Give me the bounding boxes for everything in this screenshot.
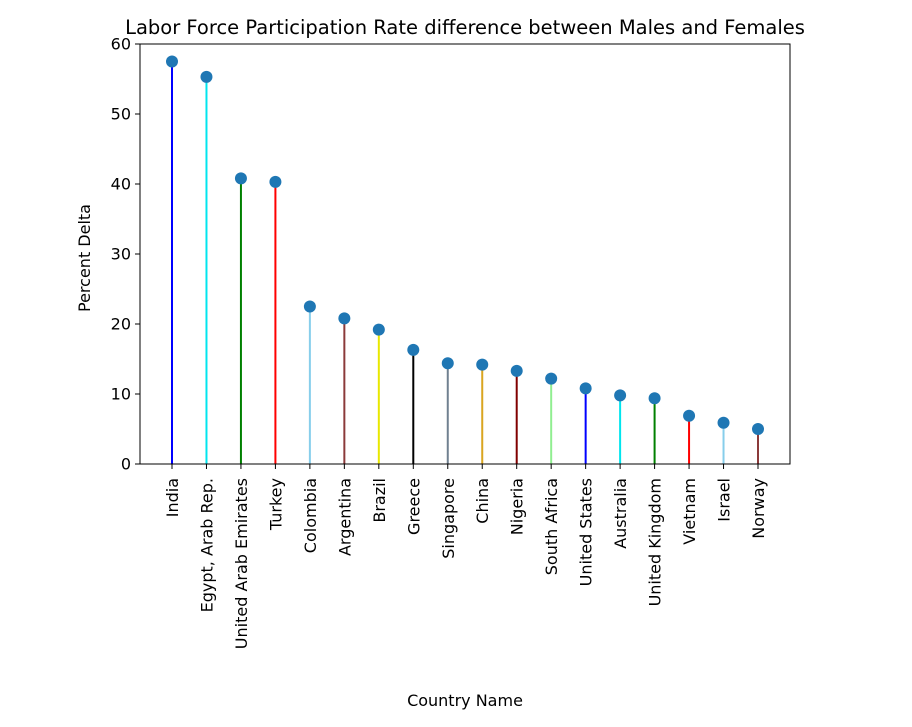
x-tick-label: Brazil xyxy=(370,478,389,523)
x-tick-label: United States xyxy=(577,478,596,586)
x-tick-label: Egypt, Arab Rep. xyxy=(197,478,216,612)
data-point xyxy=(545,372,558,385)
x-tick-label: Singapore xyxy=(439,478,458,559)
data-point xyxy=(441,357,454,370)
y-tick-label: 40 xyxy=(111,175,131,194)
x-tick-label: Norway xyxy=(749,478,768,539)
data-point xyxy=(648,392,661,405)
x-tick-label: Argentina xyxy=(335,478,354,556)
data-point xyxy=(579,382,592,395)
x-tick-label: Australia xyxy=(611,478,630,549)
data-point xyxy=(372,323,385,336)
x-tick-label: Israel xyxy=(715,478,734,522)
y-axis: 0 10 20 30 40 50 60 xyxy=(111,35,140,474)
data-point xyxy=(510,364,523,377)
plot-area-frame xyxy=(139,43,791,465)
markers-group xyxy=(166,55,764,435)
data-point xyxy=(338,312,351,325)
x-axis: India Egypt, Arab Rep. United Arab Emirate… xyxy=(163,464,768,649)
data-point xyxy=(200,70,213,83)
x-tick-label: Nigeria xyxy=(508,478,527,535)
x-tick-label: India xyxy=(163,478,182,517)
data-point xyxy=(614,389,627,402)
y-tick-label: 30 xyxy=(111,245,131,264)
data-point xyxy=(234,172,247,185)
y-tick-label: 0 xyxy=(121,455,131,474)
y-axis-label: Percent Delta xyxy=(75,204,94,312)
chart-title: Labor Force Participation Rate differenc… xyxy=(125,16,805,39)
data-point xyxy=(683,409,696,422)
data-point xyxy=(166,55,178,68)
x-tick-label: South Africa xyxy=(542,478,561,575)
y-tick-label: 20 xyxy=(111,315,131,334)
x-axis-label: Country Name xyxy=(407,691,523,710)
data-point xyxy=(717,416,730,429)
stems-group xyxy=(171,61,759,464)
x-tick-label: United Kingdom xyxy=(646,478,665,606)
x-tick-label: United Arab Emirates xyxy=(232,478,251,649)
data-point xyxy=(476,358,489,371)
data-point xyxy=(407,343,420,356)
data-point xyxy=(269,175,282,188)
y-tick-label: 10 xyxy=(111,385,131,404)
x-tick-label: Turkey xyxy=(266,478,285,531)
y-tick-label: 50 xyxy=(111,105,131,124)
y-tick-label: 60 xyxy=(111,35,131,54)
x-tick-label: Colombia xyxy=(301,478,320,553)
x-tick-label: China xyxy=(473,478,492,524)
x-tick-label: Vietnam xyxy=(680,478,699,545)
data-point xyxy=(303,300,316,313)
data-point xyxy=(752,423,764,435)
x-tick-label: Greece xyxy=(404,478,423,535)
